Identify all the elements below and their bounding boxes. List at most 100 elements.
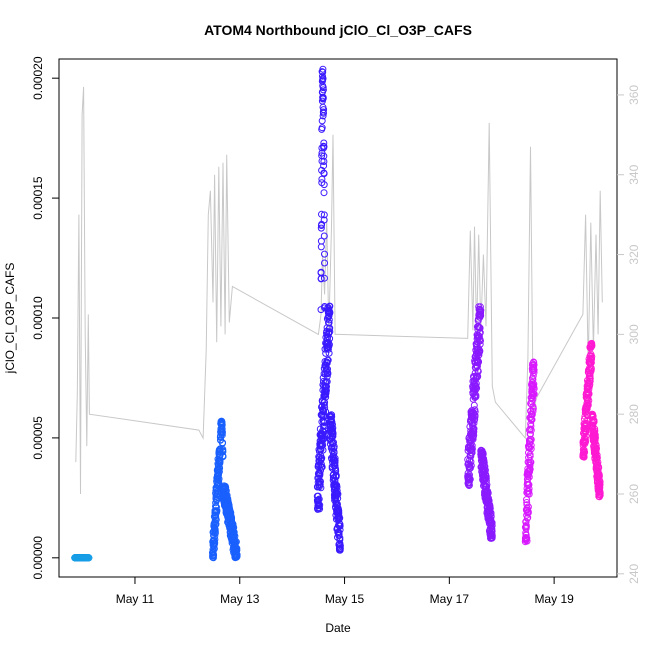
data-point	[526, 425, 534, 433]
data-point	[581, 448, 589, 456]
data-point	[317, 467, 324, 475]
data-point	[230, 528, 238, 536]
data-point	[316, 481, 324, 488]
data-point	[320, 109, 327, 117]
data-point	[476, 329, 484, 337]
data-point	[585, 385, 593, 393]
data-point	[481, 463, 489, 470]
data-point	[524, 503, 532, 511]
data-point	[470, 401, 478, 409]
data-point	[336, 526, 344, 534]
x-tick-label: May 13	[220, 592, 260, 606]
data-point	[334, 490, 342, 498]
data-point	[320, 139, 328, 147]
data-point	[316, 501, 324, 509]
data-point	[320, 211, 328, 219]
data-point	[473, 384, 481, 392]
data-point	[317, 484, 325, 492]
data-point	[320, 181, 328, 189]
x-axis-label: Date	[325, 621, 351, 635]
data-point	[527, 426, 535, 434]
data-point	[596, 491, 604, 499]
data-point	[318, 454, 326, 462]
y2-tick-label: 320	[627, 244, 641, 264]
data-point	[467, 462, 475, 469]
data-point	[320, 152, 328, 160]
data-point	[596, 478, 604, 486]
data-point	[211, 532, 219, 540]
data-point	[326, 324, 334, 332]
data-point	[468, 449, 476, 457]
data-point	[486, 504, 494, 512]
data-point	[469, 435, 477, 443]
data-point	[522, 518, 530, 526]
data-point	[317, 243, 325, 251]
data-point	[326, 309, 334, 317]
data-point	[209, 554, 217, 562]
data-point	[525, 473, 533, 481]
data-point	[466, 475, 474, 483]
data-point	[215, 475, 223, 483]
data-point	[529, 405, 537, 413]
data-point	[595, 464, 603, 472]
data-point	[596, 489, 604, 497]
data-point	[215, 468, 223, 476]
secondary-series-line	[75, 86, 603, 495]
data-point	[582, 432, 590, 440]
data-point	[471, 415, 479, 423]
data-point	[480, 459, 488, 467]
data-point	[320, 170, 328, 178]
data-point	[334, 494, 342, 502]
data-point	[591, 431, 599, 439]
data-point	[585, 397, 593, 404]
y-axis-label: jClO_Cl_O3P_CAFS	[3, 263, 17, 375]
data-point	[319, 94, 327, 102]
data-point	[328, 421, 336, 428]
data-point	[472, 380, 480, 388]
data-point	[330, 443, 338, 450]
y-tick-label: 0.00015	[31, 176, 45, 220]
data-point	[475, 332, 483, 340]
data-point	[588, 342, 596, 350]
data-point	[211, 536, 219, 543]
data-point	[336, 545, 344, 553]
data-point	[522, 534, 530, 542]
data-point	[476, 340, 484, 348]
data-point	[488, 522, 496, 529]
data-point	[212, 520, 220, 528]
data-point	[314, 496, 322, 504]
data-point	[525, 487, 533, 495]
data-point	[596, 481, 604, 489]
y-tick-label: 0.00020	[31, 56, 45, 100]
data-point	[318, 124, 326, 132]
data-point	[530, 361, 538, 369]
data-point	[218, 431, 226, 439]
data-point	[588, 339, 596, 347]
data-point	[332, 471, 340, 479]
data-point	[317, 237, 325, 245]
data-point	[488, 532, 496, 540]
data-point	[336, 542, 344, 550]
data-point	[318, 210, 325, 218]
data-point	[324, 365, 331, 373]
data-point	[530, 380, 538, 388]
x-axis: May 11 May 13 May 15 May 17 May 19	[116, 577, 574, 606]
data-point	[216, 464, 224, 472]
x-tick-label: May 19	[534, 592, 574, 606]
data-point	[530, 385, 538, 393]
data-point	[476, 347, 484, 355]
data-point	[525, 490, 533, 498]
data-point	[317, 224, 325, 232]
data-point	[320, 232, 328, 240]
data-point	[314, 492, 322, 500]
data-point	[471, 408, 479, 416]
x-tick-label: May 17	[430, 592, 470, 606]
data-point	[326, 328, 334, 336]
data-point	[319, 74, 327, 82]
data-point	[326, 335, 334, 343]
data-point	[321, 250, 328, 258]
data-point	[527, 436, 535, 443]
data-point	[213, 507, 221, 515]
data-point	[320, 401, 328, 409]
